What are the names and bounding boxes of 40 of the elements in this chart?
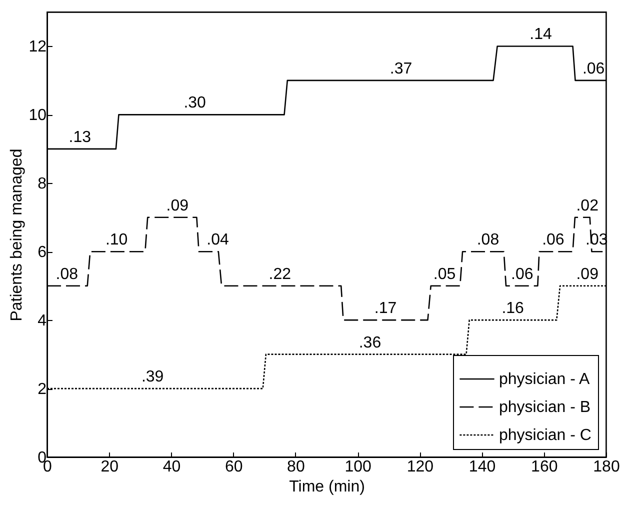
annotation: .30 [184,94,206,112]
annotation: .10 [105,232,128,249]
annotation: .08 [476,232,500,249]
legend-label: physician - C [499,427,592,444]
y-tick-label: 2 [38,381,47,398]
annotation: .04 [206,232,230,249]
annotation: .09 [576,266,599,283]
x-tick-label: 160 [531,458,558,476]
y-tick-label: 8 [38,176,47,193]
annotation: .37 [390,60,412,78]
y-axis-title: Patients being managed [8,148,26,322]
x-tick-label: 60 [224,458,243,476]
y-tick-label: 4 [38,312,47,330]
y-tick-label: 6 [38,244,47,262]
y-tick-label: 10 [28,107,47,124]
x-tick-label: 180 [593,458,620,476]
annotation: .09 [166,197,189,214]
annotation: .06 [582,60,605,78]
x-tick-label: 140 [468,458,496,476]
annotation: .36 [358,334,382,352]
annotation: .02 [576,197,599,214]
x-axis-title: Time (min) [289,478,365,496]
annotation: .17 [374,300,397,318]
x-tick-label: 100 [344,458,372,476]
x-tick-label: 80 [287,458,305,476]
legend-label: physician - B [499,399,591,416]
y-tick-label: 12 [28,38,47,56]
x-tick-label: 120 [406,458,434,476]
annotation: .08 [56,266,78,283]
annotation: .22 [268,266,292,283]
annotation: .06 [542,232,564,249]
annotation: .06 [511,266,534,283]
annotation: .14 [530,26,552,44]
annotation: .05 [433,266,456,283]
annotation: .39 [141,368,164,386]
x-tick-label: 20 [100,458,119,476]
annotation: .16 [502,300,524,318]
annotation: .13 [68,128,92,146]
x-tick-label: 40 [162,458,181,476]
legend-label: physician - A [499,371,590,388]
